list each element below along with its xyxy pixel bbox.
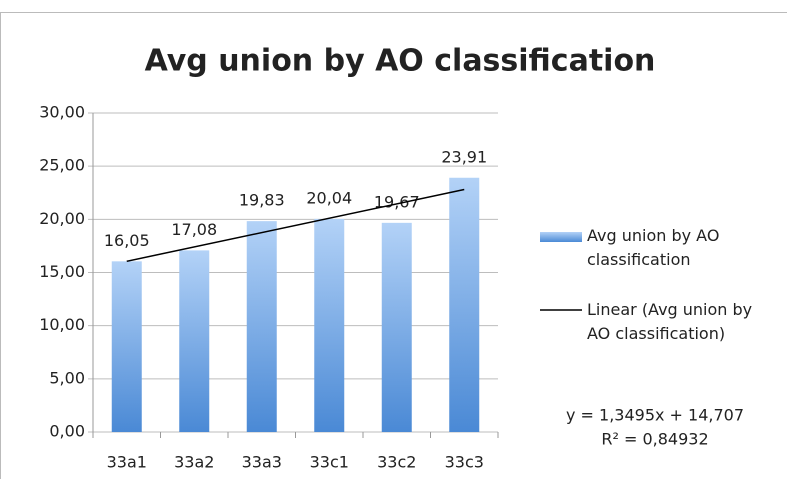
bar xyxy=(381,222,412,432)
trendline-r2: R² = 0,84932 xyxy=(601,430,708,449)
x-tick-label: 33c3 xyxy=(445,453,484,472)
legend-swatch xyxy=(540,232,582,242)
data-label: 23,91 xyxy=(441,147,487,166)
chart-frame xyxy=(0,12,787,479)
y-tick-label: 0,00 xyxy=(49,422,85,441)
y-tick-label: 15,00 xyxy=(39,262,85,281)
data-label: 19,67 xyxy=(374,192,420,211)
x-tick-label: 33a2 xyxy=(174,453,214,472)
legend-label: Linear (Avg union by AO classification) xyxy=(587,300,753,343)
trendline-equation: y = 1,3495x + 14,707 xyxy=(566,406,744,425)
y-tick-label: 25,00 xyxy=(39,156,85,175)
bar xyxy=(314,218,345,432)
x-tick-label: 33c1 xyxy=(310,453,349,472)
bar xyxy=(111,261,142,432)
bar xyxy=(449,177,480,432)
data-label: 20,04 xyxy=(306,188,352,207)
x-tick-label: 33a1 xyxy=(107,453,147,472)
chart-title: Avg union by AO classification xyxy=(145,44,656,79)
x-tick-label: 33c2 xyxy=(377,453,416,472)
bar xyxy=(246,221,277,432)
legend-label: Avg union by AO classification xyxy=(587,226,720,269)
bar xyxy=(179,250,210,432)
trendline xyxy=(126,188,465,262)
y-tick-label: 10,00 xyxy=(39,315,85,334)
data-label: 17,08 xyxy=(171,220,217,239)
y-tick-label: 5,00 xyxy=(49,368,85,387)
y-tick-label: 30,00 xyxy=(39,103,85,122)
y-tick-label: 20,00 xyxy=(39,209,85,228)
x-tick-label: 33a3 xyxy=(242,453,282,472)
data-label: 16,05 xyxy=(104,231,150,250)
data-label: 19,83 xyxy=(239,191,285,210)
